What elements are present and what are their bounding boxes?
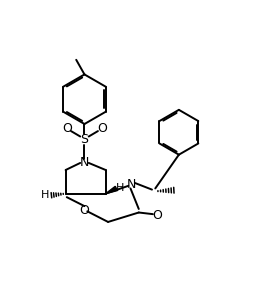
Text: O: O	[97, 122, 107, 135]
Polygon shape	[106, 186, 117, 194]
Text: O: O	[62, 122, 72, 135]
Text: O: O	[79, 204, 89, 217]
Text: H: H	[41, 190, 49, 200]
Text: N: N	[80, 157, 89, 169]
Text: H: H	[116, 183, 124, 193]
Text: O: O	[152, 209, 162, 222]
Text: N: N	[127, 178, 136, 191]
Text: S: S	[80, 133, 88, 146]
